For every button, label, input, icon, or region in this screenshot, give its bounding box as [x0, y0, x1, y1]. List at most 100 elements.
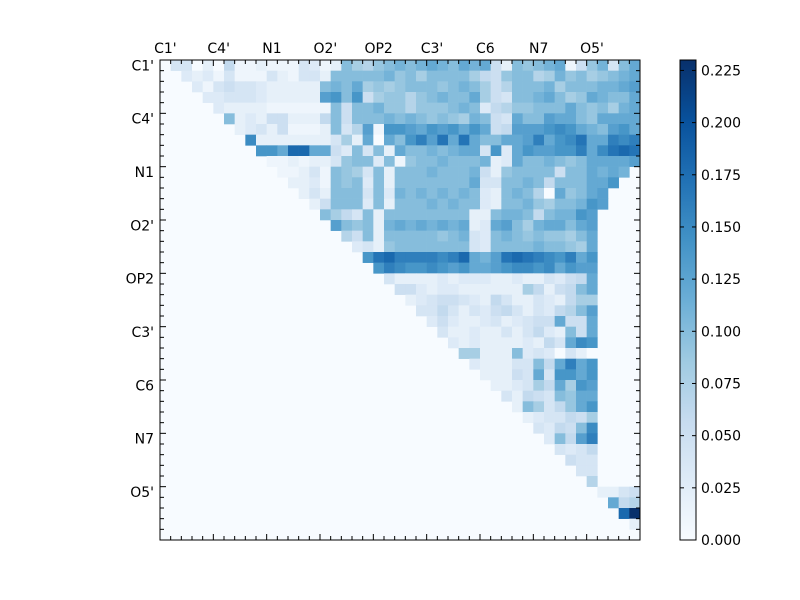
heatmap-cell — [320, 92, 331, 103]
heatmap-cell — [341, 102, 353, 114]
heatmap-cell — [234, 124, 246, 135]
heatmap-cell — [544, 145, 555, 157]
heatmap-cell — [384, 145, 395, 157]
heatmap-cell — [448, 241, 459, 253]
heatmap-cell — [576, 369, 587, 381]
heatmap-cell — [416, 241, 427, 253]
heatmap-cell — [384, 262, 395, 274]
heatmap-cell — [202, 70, 214, 82]
heatmap-cell — [469, 316, 481, 327]
heatmap-cell — [501, 102, 513, 114]
heatmap-cell — [490, 305, 502, 317]
heatmap-cell — [309, 113, 321, 125]
x-tick-label: C6 — [476, 41, 495, 57]
heatmap-cell — [426, 124, 438, 135]
heatmap-cell — [533, 198, 545, 210]
heatmap-cell — [405, 241, 417, 253]
heatmap-cell — [490, 230, 502, 242]
heatmap-cell — [512, 220, 523, 231]
heatmap-cell — [576, 124, 587, 135]
heatmap-cell — [437, 177, 449, 189]
heatmap-cell — [533, 166, 545, 178]
heatmap-cell — [352, 209, 363, 221]
colorbar-tick-label: 0.225 — [701, 63, 741, 79]
heatmap-cell — [405, 177, 417, 189]
heatmap-cell — [501, 358, 513, 370]
heatmap-cell — [352, 60, 363, 71]
heatmap-cell — [384, 113, 395, 125]
heatmap-cell — [277, 156, 289, 167]
heatmap-cell — [416, 70, 427, 82]
heatmap-cell — [565, 252, 577, 263]
heatmap-cell — [490, 124, 502, 135]
heatmap-cell — [458, 134, 470, 146]
heatmap-cell — [320, 177, 331, 189]
heatmap-cell — [384, 70, 395, 82]
heatmap-cell — [597, 486, 609, 498]
heatmap-cell — [533, 284, 545, 295]
heatmap-cell — [405, 113, 417, 125]
heatmap-cell — [512, 284, 523, 295]
heatmap-cell — [608, 486, 619, 498]
heatmap-cell — [544, 305, 555, 317]
heatmap-cell — [362, 70, 374, 82]
heatmap-cell — [234, 81, 246, 93]
heatmap-cell — [533, 380, 545, 391]
heatmap-cell — [458, 230, 470, 242]
heatmap-cell — [320, 188, 331, 199]
heatmap-cell — [245, 92, 257, 103]
heatmap-cell — [480, 337, 491, 349]
colorbar-gradient — [680, 60, 696, 540]
heatmap-cell — [565, 444, 577, 455]
heatmap-cell — [373, 252, 385, 263]
heatmap-cell — [554, 401, 566, 413]
heatmap-cell — [533, 230, 545, 242]
heatmap-cell — [522, 209, 534, 221]
heatmap-cell — [277, 60, 289, 71]
heatmap-cell — [320, 70, 331, 82]
heatmap-cell — [576, 60, 587, 71]
heatmap-cell — [501, 81, 513, 93]
heatmap-cell — [565, 198, 577, 210]
heatmap-cell — [554, 252, 566, 263]
heatmap-cell — [437, 92, 449, 103]
heatmap-cell — [309, 134, 321, 146]
heatmap-cell — [576, 390, 587, 402]
y-tick-label: C6 — [135, 378, 154, 394]
heatmap-cell — [597, 198, 609, 210]
heatmap-cell — [586, 81, 598, 93]
heatmap-cell — [373, 113, 385, 125]
heatmap-cell — [597, 166, 609, 178]
heatmap-cell — [426, 316, 438, 327]
heatmap-cell — [618, 497, 630, 509]
heatmap-cell — [416, 252, 427, 263]
heatmap-cell — [480, 305, 491, 317]
heatmap-cell — [586, 273, 598, 285]
heatmap-cell — [448, 209, 459, 221]
heatmap-cell — [352, 241, 363, 253]
heatmap-cell — [554, 337, 566, 349]
heatmap-cell — [565, 358, 577, 370]
heatmap-cell — [597, 124, 609, 135]
heatmap-cell — [586, 326, 598, 338]
heatmap-cell — [586, 220, 598, 231]
heatmap-cell — [597, 188, 609, 199]
heatmap-cell — [437, 188, 449, 199]
heatmap-cell — [373, 92, 385, 103]
heatmap-cell — [554, 113, 566, 125]
heatmap-cell — [448, 134, 459, 146]
heatmap-cell — [586, 337, 598, 349]
heatmap-cell — [554, 241, 566, 253]
heatmap-cell — [565, 60, 577, 71]
heatmap-cell — [480, 369, 491, 381]
heatmap-cell — [437, 230, 449, 242]
heatmap-cell — [426, 166, 438, 178]
heatmap-cell — [384, 166, 395, 178]
heatmap-cell — [533, 188, 545, 199]
heatmap-cell — [469, 124, 481, 135]
heatmap-cell — [416, 188, 427, 199]
heatmap-cell — [586, 134, 598, 146]
heatmap-cell — [586, 401, 598, 413]
heatmap-cell — [288, 102, 299, 114]
heatmap-cell — [480, 156, 491, 167]
